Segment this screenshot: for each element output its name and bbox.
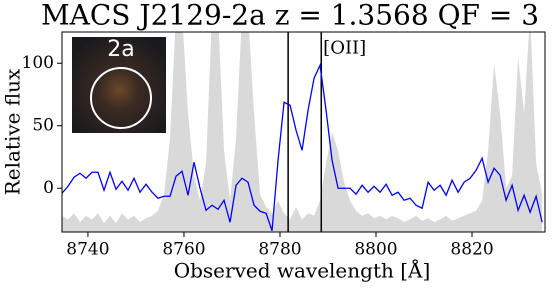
y-tick-label: 0	[43, 178, 54, 198]
x-tick-label: 8780	[258, 240, 301, 260]
plot-frame	[61, 31, 546, 233]
chart-title: MACS J2129-2a z = 1.3568 QF = 3	[41, 0, 539, 32]
x-tick-label: 8760	[162, 240, 205, 260]
inset-circle	[90, 67, 152, 129]
x-tick-label: 8800	[354, 240, 397, 260]
x-tick-label: 8740	[66, 240, 109, 260]
spectrum-line	[62, 62, 543, 231]
inset-photo	[72, 37, 166, 133]
x-axis-label: Observed wavelength [Å]	[174, 258, 431, 283]
x-tick-label: 8820	[450, 240, 493, 260]
inset-image: 2a	[72, 37, 166, 133]
y-tick-label: 50	[32, 115, 54, 135]
plot-area	[62, 32, 543, 232]
noise-area	[62, 32, 543, 232]
y-tick-label: 100	[22, 53, 54, 73]
inset-label: 2a	[107, 37, 134, 62]
annotation: [OII]	[323, 37, 366, 58]
y-axis-label: Relative flux	[1, 68, 25, 195]
